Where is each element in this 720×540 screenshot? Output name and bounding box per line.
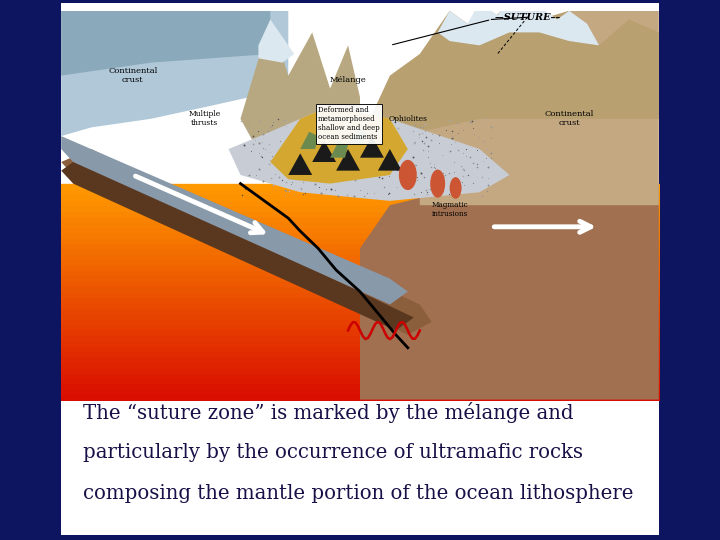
Text: Mélange: Mélange — [330, 76, 366, 84]
Polygon shape — [61, 11, 270, 76]
Polygon shape — [61, 149, 432, 335]
Polygon shape — [360, 2, 659, 140]
Polygon shape — [360, 136, 384, 158]
Polygon shape — [61, 11, 288, 136]
Polygon shape — [240, 19, 360, 140]
Polygon shape — [270, 106, 408, 184]
Ellipse shape — [399, 160, 417, 190]
Text: Continental
crust: Continental crust — [108, 67, 158, 84]
Polygon shape — [348, 127, 366, 145]
Polygon shape — [288, 153, 312, 175]
Text: Magmatic
intrusions: Magmatic intrusions — [431, 201, 468, 218]
Polygon shape — [312, 140, 336, 162]
Ellipse shape — [431, 170, 445, 198]
Polygon shape — [258, 19, 294, 63]
Ellipse shape — [449, 177, 462, 199]
Polygon shape — [336, 149, 360, 171]
Polygon shape — [360, 175, 659, 400]
Polygon shape — [420, 11, 659, 205]
Polygon shape — [228, 106, 509, 201]
Text: Ophiolites: Ophiolites — [388, 115, 427, 123]
Text: Continental
crust: Continental crust — [544, 110, 594, 127]
Polygon shape — [378, 149, 402, 171]
Bar — [61, 3, 659, 535]
Polygon shape — [330, 140, 348, 158]
Text: Multiple
thrusts: Multiple thrusts — [189, 110, 221, 127]
Polygon shape — [438, 0, 599, 45]
Text: The “suture zone” is marked by the mélange and: The “suture zone” is marked by the mélan… — [83, 402, 573, 423]
Text: particularly by the occurrence of ultramafic rocks: particularly by the occurrence of ultram… — [83, 443, 582, 462]
Polygon shape — [300, 132, 318, 149]
Polygon shape — [61, 158, 414, 330]
Text: Deformed and
metamorphosed
shallow and deep
ocean sediments: Deformed and metamorphosed shallow and d… — [318, 106, 380, 141]
Text: ––SUTURE––: ––SUTURE–– — [494, 13, 560, 22]
Polygon shape — [61, 136, 408, 305]
Text: composing the mantle portion of the ocean lithosphere: composing the mantle portion of the ocea… — [83, 484, 634, 503]
